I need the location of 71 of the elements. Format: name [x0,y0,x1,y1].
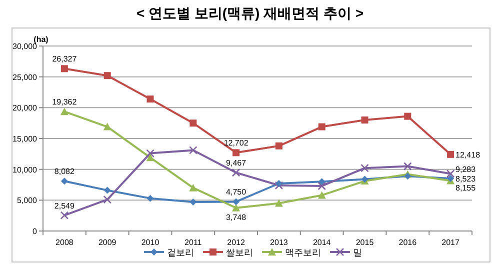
data-label: 12,418 [456,150,481,160]
point [361,116,368,124]
point [146,96,154,103]
point [274,199,283,207]
x-tick-label: 2015 [356,238,374,247]
legend-label: 맥주보리 [285,248,321,258]
data-label: 8,155 [456,184,476,193]
point [318,123,326,130]
y-tick-label: 20,000 [12,104,38,113]
y-tick-label: 10,000 [12,165,38,174]
point [447,150,454,158]
point [146,194,154,202]
data-label: 19,362 [52,98,78,107]
point [60,108,68,116]
point [103,195,112,204]
legend-label: 겉보리 [167,248,194,258]
point [404,172,412,180]
point [318,182,326,190]
point [232,168,240,177]
point [318,191,326,199]
point [189,146,198,154]
point [232,198,240,206]
x-tick-label: 2016 [398,238,418,247]
y-tick-label: 25,000 [12,72,38,82]
data-label: 3,748 [226,212,247,222]
point [189,184,198,192]
point [232,204,240,212]
point [447,174,454,182]
y-tick-label: 15,000 [12,134,38,144]
point [232,149,240,156]
x-tick-label: 2017 [442,238,460,247]
point [60,65,68,72]
point [275,180,282,188]
x-tick-label: 2012 [227,238,246,247]
x-tick-label: 2010 [141,238,160,247]
point [104,72,111,80]
x-tick-label: 2011 [184,238,202,247]
y-tick-label: 0 [32,227,38,236]
point [404,112,412,120]
x-tick-label: 2014 [312,238,332,247]
data-label: 26,327 [52,54,78,64]
point [446,170,455,178]
chart-title: < 연도별 보리(맥류) 재배면적 추이 > [136,5,364,21]
data-label: 9,283 [456,164,476,174]
point [190,198,197,206]
legend-label: 밀 [353,248,362,258]
y-tick-label: 30,000 [12,42,38,51]
point [60,178,68,185]
point [404,162,412,170]
data-label: 8,082 [54,167,76,176]
point [275,142,282,150]
point [190,120,197,127]
legend-label: 쌀보리 [226,248,253,258]
point [274,181,284,190]
point [103,122,112,130]
point [60,211,69,220]
point [318,178,326,186]
x-tick-label: 2008 [56,238,74,247]
y-axis-title: (ha) [34,35,49,44]
point [360,164,369,172]
point [104,186,111,194]
data-label: 2,549 [54,201,76,210]
x-tick-label: 2013 [270,238,288,247]
x-tick-label: 2009 [98,238,117,247]
y-tick-label: 5,000 [16,196,38,206]
data-label: 12,702 [224,138,249,148]
data-label: 8,523 [456,174,476,184]
point [146,149,154,158]
point [146,154,154,162]
data-label: 4,750 [226,188,247,197]
data-label: 9,467 [226,158,247,168]
